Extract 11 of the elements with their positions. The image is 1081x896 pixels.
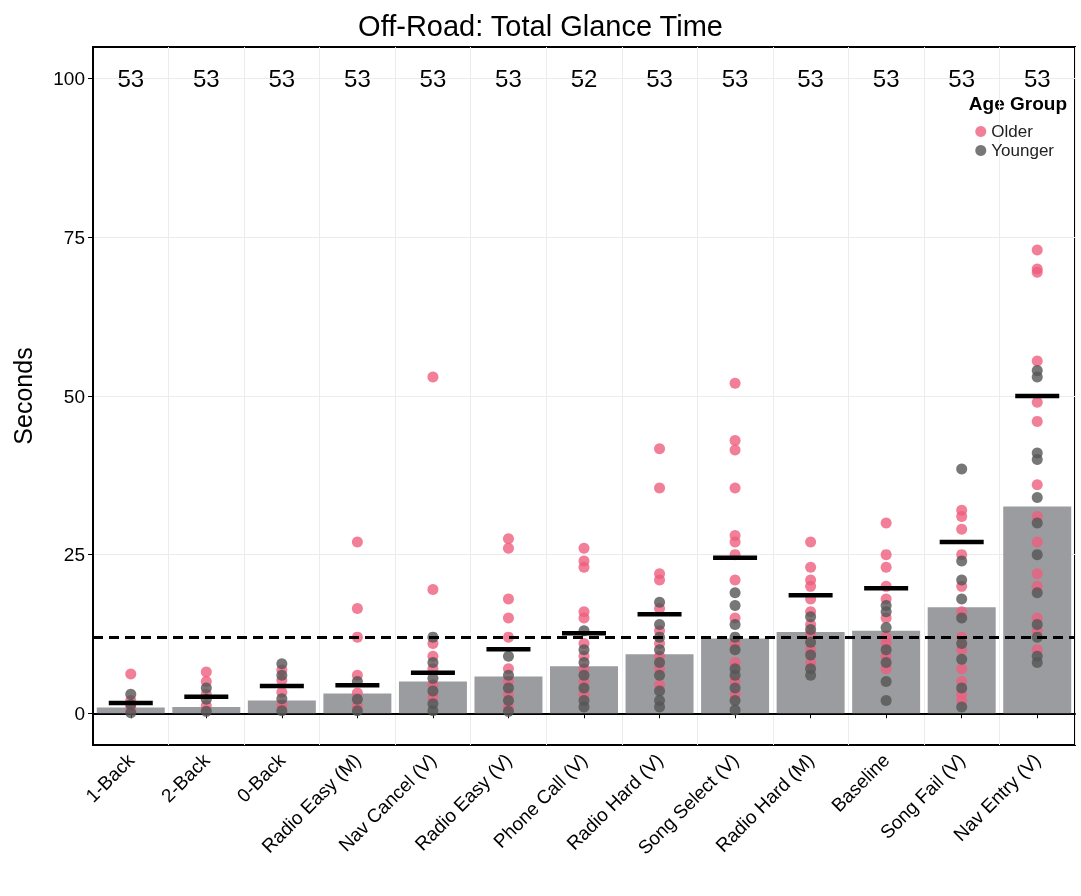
y-tick-label: 50 (63, 385, 85, 407)
legend-title: Age Group (968, 93, 1068, 114)
y-tick-label: 0 (74, 702, 85, 724)
y-axis-title: Seconds (8, 347, 37, 445)
chart-title: Off-Road: Total Glance Time (358, 9, 723, 42)
y-tick-label: 100 (53, 68, 85, 90)
y-tick-label: 25 (63, 544, 85, 566)
bar (1003, 506, 1072, 714)
y-tick-label: 75 (63, 226, 85, 248)
legend-label: Older (991, 122, 1034, 141)
legend-label: Younger (991, 141, 1055, 160)
